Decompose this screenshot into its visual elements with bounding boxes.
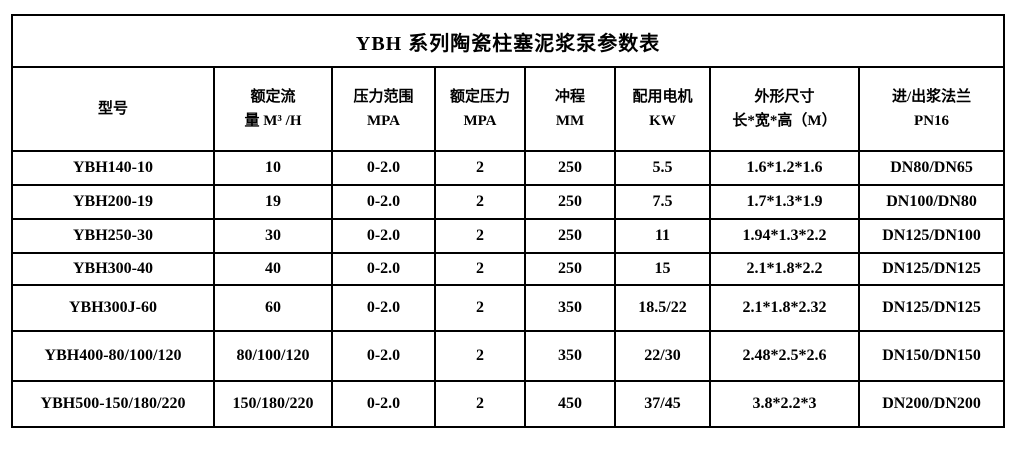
cell-pressure-range: 0-2.0 — [331, 380, 436, 428]
table-row: YBH300-40 40 0-2.0 2 250 15 2.1*1.8*2.2 … — [11, 252, 1006, 286]
cell-flange: DN150/DN150 — [857, 330, 1006, 382]
table-row: YBH400-80/100/120 80/100/120 0-2.0 2 350… — [11, 330, 1006, 382]
col-header-label: 压力范围 — [353, 89, 414, 105]
cell-flange: DN125/DN100 — [857, 218, 1006, 254]
table-header-row: 型号 额定流 量 M³ /H 压力范围 MPA 额定压力 MPA 冲程 MM 配… — [11, 66, 1006, 152]
cell-pressure-range: 0-2.0 — [331, 218, 436, 254]
col-header-label: 冲程 — [554, 89, 585, 105]
col-header-label: 额定压力 — [449, 89, 510, 105]
col-header-label: 配用电机 — [632, 89, 693, 105]
cell-motor: 11 — [614, 218, 711, 254]
cell-motor: 18.5/22 — [614, 284, 711, 332]
col-header-unit: MM — [555, 113, 585, 129]
cell-model: YBH140-10 — [11, 150, 215, 186]
cell-rated-pressure: 2 — [434, 252, 526, 286]
cell-rated-pressure: 2 — [434, 330, 526, 382]
col-header-pressure-range: 压力范围 MPA — [331, 66, 436, 152]
cell-flange: DN125/DN125 — [857, 252, 1006, 286]
cell-pressure-range: 0-2.0 — [331, 252, 436, 286]
cell-stroke: 450 — [524, 380, 616, 428]
cell-motor: 5.5 — [614, 150, 711, 186]
cell-dimensions: 1.7*1.3*1.9 — [709, 184, 860, 220]
col-header-stroke: 冲程 MM — [524, 66, 616, 152]
cell-motor: 7.5 — [614, 184, 711, 220]
cell-rated-pressure: 2 — [434, 150, 526, 186]
table-row: YBH300J-60 60 0-2.0 2 350 18.5/22 2.1*1.… — [11, 284, 1006, 332]
table-row: YBH500-150/180/220 150/180/220 0-2.0 2 4… — [11, 380, 1006, 428]
col-header-label: 型号 — [97, 101, 128, 117]
cell-stroke: 350 — [524, 330, 616, 382]
cell-rated-flow: 19 — [213, 184, 333, 220]
cell-dimensions: 2.1*1.8*2.2 — [709, 252, 860, 286]
col-header-dimensions: 外形尺寸 长*宽*高（M） — [709, 66, 860, 152]
cell-rated-flow: 10 — [213, 150, 333, 186]
cell-rated-flow: 80/100/120 — [213, 330, 333, 382]
table-row: YBH250-30 30 0-2.0 2 250 11 1.94*1.3*2.2… — [11, 218, 1006, 254]
cell-model: YBH200-19 — [11, 184, 215, 220]
table-row: YBH200-19 19 0-2.0 2 250 7.5 1.7*1.3*1.9… — [11, 184, 1006, 220]
cell-dimensions: 1.6*1.2*1.6 — [709, 150, 860, 186]
col-header-unit: MPA — [366, 113, 401, 129]
col-header-model: 型号 — [11, 66, 215, 152]
cell-model: YBH400-80/100/120 — [11, 330, 215, 382]
cell-flange: DN80/DN65 — [857, 150, 1006, 186]
cell-pressure-range: 0-2.0 — [331, 184, 436, 220]
spec-table-container: YBH 系列陶瓷柱塞泥浆泵参数表 型号 额定流 量 M³ /H 压力范围 MPA… — [10, 14, 1006, 428]
cell-rated-flow: 150/180/220 — [213, 380, 333, 428]
table-row: YBH140-10 10 0-2.0 2 250 5.5 1.6*1.2*1.6… — [11, 150, 1006, 186]
pump-spec-table: YBH 系列陶瓷柱塞泥浆泵参数表 型号 额定流 量 M³ /H 压力范围 MPA… — [10, 14, 1006, 428]
col-header-rated-flow: 额定流 量 M³ /H — [213, 66, 333, 152]
col-header-label: 进/出浆法兰 — [891, 89, 972, 105]
col-header-rated-pressure: 额定压力 MPA — [434, 66, 526, 152]
cell-motor: 22/30 — [614, 330, 711, 382]
cell-stroke: 250 — [524, 252, 616, 286]
col-header-flange: 进/出浆法兰 PN16 — [857, 66, 1006, 152]
cell-rated-flow: 60 — [213, 284, 333, 332]
cell-pressure-range: 0-2.0 — [331, 284, 436, 332]
cell-stroke: 250 — [524, 150, 616, 186]
cell-rated-pressure: 2 — [434, 218, 526, 254]
cell-flange: DN100/DN80 — [857, 184, 1006, 220]
col-header-unit: 长*宽*高（M） — [732, 113, 837, 129]
cell-pressure-range: 0-2.0 — [331, 150, 436, 186]
cell-model: YBH300J-60 — [11, 284, 215, 332]
col-header-unit: PN16 — [914, 113, 950, 129]
cell-motor: 15 — [614, 252, 711, 286]
col-header-motor: 配用电机 KW — [614, 66, 711, 152]
cell-model: YBH250-30 — [11, 218, 215, 254]
cell-rated-flow: 40 — [213, 252, 333, 286]
cell-pressure-range: 0-2.0 — [331, 330, 436, 382]
cell-dimensions: 2.48*2.5*2.6 — [709, 330, 860, 382]
page-title: YBH 系列陶瓷柱塞泥浆泵参数表 — [10, 14, 1006, 68]
cell-flange: DN125/DN125 — [857, 284, 1006, 332]
cell-stroke: 250 — [524, 184, 616, 220]
cell-stroke: 350 — [524, 284, 616, 332]
col-header-unit: KW — [649, 113, 676, 129]
cell-dimensions: 1.94*1.3*2.2 — [709, 218, 860, 254]
cell-dimensions: 3.8*2.2*3 — [709, 380, 860, 428]
col-header-label: 外形尺寸 — [754, 89, 815, 105]
cell-rated-pressure: 2 — [434, 380, 526, 428]
col-header-label: 额定流 — [250, 89, 296, 105]
cell-dimensions: 2.1*1.8*2.32 — [709, 284, 860, 332]
cell-model: YBH500-150/180/220 — [11, 380, 215, 428]
cell-rated-pressure: 2 — [434, 284, 526, 332]
cell-rated-flow: 30 — [213, 218, 333, 254]
cell-model: YBH300-40 — [11, 252, 215, 286]
table-title-row: YBH 系列陶瓷柱塞泥浆泵参数表 — [10, 14, 1006, 68]
col-header-unit: MPA — [463, 113, 497, 129]
cell-flange: DN200/DN200 — [857, 380, 1006, 428]
cell-stroke: 250 — [524, 218, 616, 254]
col-header-unit: 量 M³ /H — [244, 113, 302, 129]
cell-rated-pressure: 2 — [434, 184, 526, 220]
cell-motor: 37/45 — [614, 380, 711, 428]
